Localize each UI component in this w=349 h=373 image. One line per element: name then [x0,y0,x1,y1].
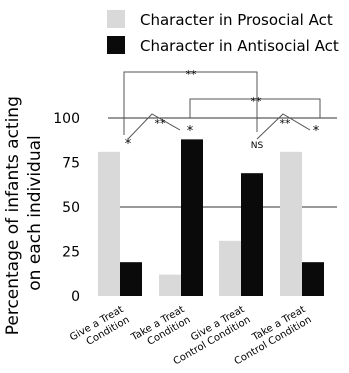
across-bracket [123,71,258,135]
y-tick-label: 25 [62,245,80,261]
within-bracket [127,113,181,140]
y-tick-label: 0 [71,289,80,305]
y-axis-label-line-1: Percentage of infants acting [3,96,23,335]
bar-significance-mark: NS [251,141,264,151]
within-bracket-mark: ** [280,117,292,130]
legend-swatch [107,36,125,54]
y-axis-label: Percentage of infants acting on each ind… [3,91,45,336]
bar [120,262,142,296]
across-bracket-mark: ** [251,95,263,108]
within-bracket-mark: ** [155,117,167,130]
bar [219,240,241,296]
bar [98,151,120,296]
bar [159,274,181,296]
significance-annotations: **NS*** ****** [123,68,321,152]
bar [280,151,302,296]
y-tick-label: 75 [62,156,80,172]
bar-significance-mark: * [187,124,194,139]
legend: Character in Prosocial Act Character in A… [107,10,339,55]
legend-label: Character in Antisocial Act [140,37,339,55]
across-bracket-mark: ** [186,68,198,81]
bar-significance-mark: * [313,124,320,139]
legend-swatch [107,10,125,28]
bar [302,262,324,296]
y-tick-label: 100 [53,111,80,127]
within-bracket [256,113,311,140]
bars [98,139,324,296]
bar-significance-mark: * [125,137,132,152]
y-tick-label: 50 [62,200,80,216]
y-axis-label-line-2: on each individual [25,135,45,290]
legend-label: Character in Prosocial Act [140,11,333,29]
gridlines [108,117,337,208]
across-bracket [189,98,321,118]
y-tick-labels: 0 25 50 75 100 [53,111,80,305]
bar [181,139,203,296]
bar [241,173,263,296]
